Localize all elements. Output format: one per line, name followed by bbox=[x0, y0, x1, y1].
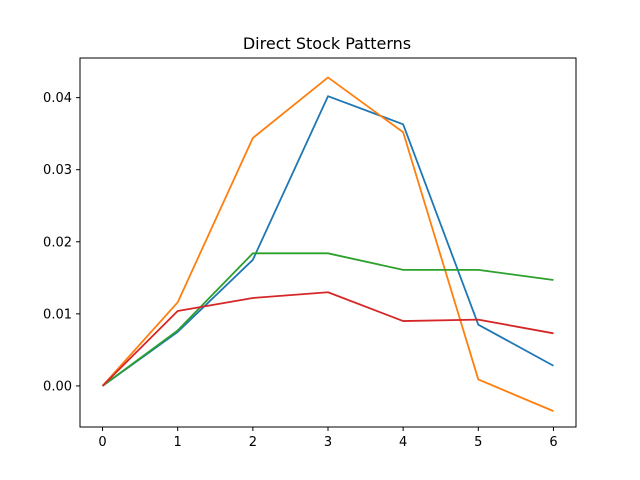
y-tick-label: 0.03 bbox=[43, 163, 72, 178]
y-tick-label: 0.01 bbox=[43, 307, 72, 322]
series-line-2 bbox=[101, 76, 554, 412]
x-axis: 0 1 2 3 4 5 6 bbox=[98, 427, 558, 450]
x-tick-label: 2 bbox=[249, 435, 257, 450]
y-tick-label: 0.04 bbox=[43, 91, 72, 106]
x-tick-label: 6 bbox=[549, 435, 557, 450]
series-line-1 bbox=[102, 95, 554, 387]
x-tick-label: 1 bbox=[174, 435, 182, 450]
series-layer bbox=[101, 76, 554, 412]
plot-area-frame bbox=[79, 57, 577, 428]
x-tick-label: 0 bbox=[98, 435, 106, 450]
x-tick-label: 5 bbox=[474, 435, 482, 450]
series-line-3 bbox=[102, 252, 554, 387]
series-line-4 bbox=[101, 291, 554, 387]
x-tick-label: 4 bbox=[399, 435, 407, 450]
y-tick-label: 0.02 bbox=[43, 235, 72, 250]
y-tick-label: 0.00 bbox=[43, 379, 72, 394]
x-tick-label: 3 bbox=[324, 435, 332, 450]
chart-title: Direct Stock Patterns bbox=[243, 34, 411, 53]
y-axis: 0.00 0.01 0.02 0.03 0.04 bbox=[43, 91, 80, 394]
